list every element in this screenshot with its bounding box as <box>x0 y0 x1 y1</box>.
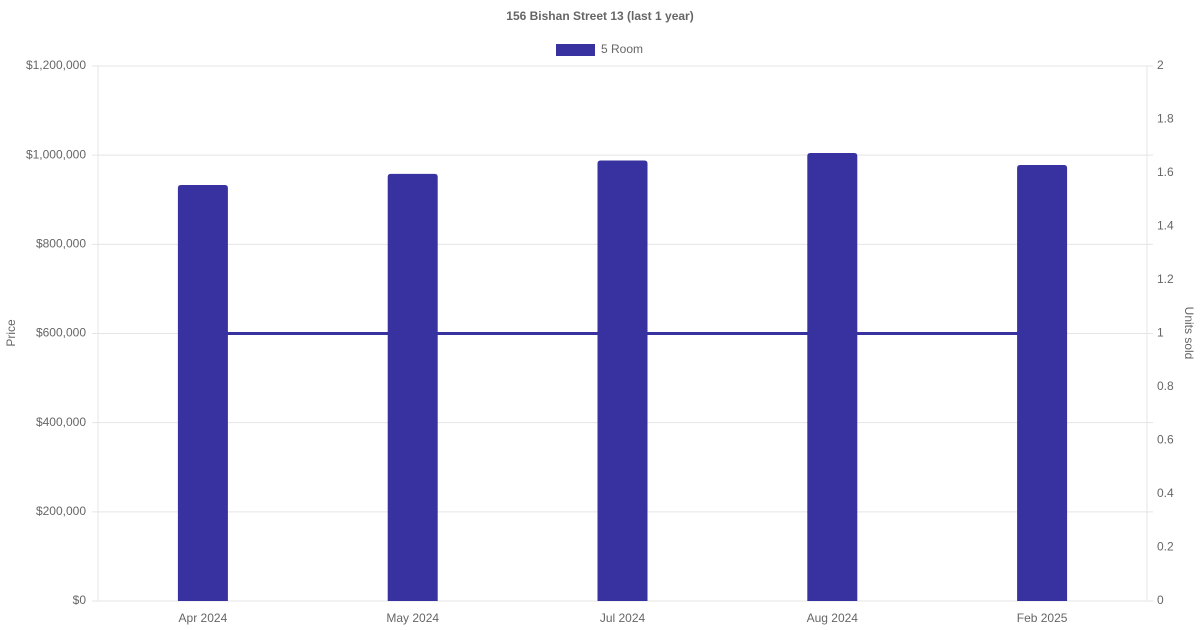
y2-tick-label: 1.2 <box>1157 272 1174 286</box>
bar <box>387 173 438 601</box>
y2-tick-label: 0.2 <box>1157 540 1174 554</box>
y2-tick-label: 0.8 <box>1157 379 1174 393</box>
y-axis-title: Price <box>4 319 18 347</box>
y2-tick-label: 1.4 <box>1157 219 1174 233</box>
y2-axis-title: Units sold <box>1182 307 1196 360</box>
y-tick-label: $200,000 <box>36 504 86 518</box>
x-tick-label: Jul 2024 <box>600 611 646 625</box>
y2-tick-label: 1.6 <box>1157 165 1174 179</box>
y2-tick-label: 0.4 <box>1157 486 1174 500</box>
legend-swatch <box>556 44 595 56</box>
x-tick-label: Aug 2024 <box>807 611 859 625</box>
bar <box>1017 164 1068 601</box>
y-tick-label: $0 <box>73 593 87 607</box>
bar <box>177 185 228 601</box>
y2-tick-label: 0 <box>1157 593 1164 607</box>
x-tick-label: Feb 2025 <box>1017 611 1068 625</box>
y-tick-label: $800,000 <box>36 237 86 251</box>
x-tick-label: May 2024 <box>386 611 439 625</box>
x-tick-label: Apr 2024 <box>179 611 228 625</box>
y-tick-label: $1,000,000 <box>26 147 86 161</box>
y2-tick-label: 1 <box>1157 326 1164 340</box>
y2-tick-label: 2 <box>1157 58 1164 72</box>
y-tick-label: $1,200,000 <box>26 58 86 72</box>
legend-label: 5 Room <box>601 42 643 56</box>
y2-tick-label: 0.6 <box>1157 433 1174 447</box>
chart-title: 156 Bishan Street 13 (last 1 year) <box>506 9 693 23</box>
bar <box>597 160 648 601</box>
bar <box>807 152 858 601</box>
y-tick-label: $600,000 <box>36 326 86 340</box>
y2-tick-label: 1.8 <box>1157 112 1174 126</box>
y-tick-label: $400,000 <box>36 415 86 429</box>
